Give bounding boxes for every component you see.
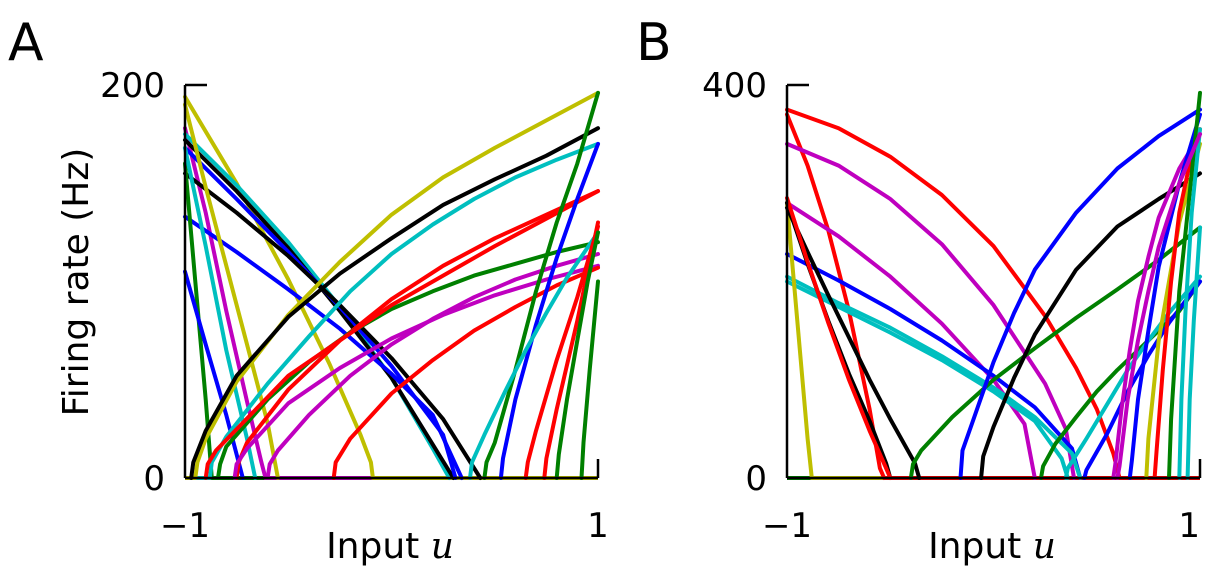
panel-a-series-line-27 — [579, 279, 600, 480]
panel-a-series-line-21 — [482, 90, 600, 480]
panel-a-x-axis-label-var: u — [431, 526, 454, 567]
panel-b-series-line-5 — [785, 252, 1083, 480]
panel-a-x-axis-label: Input u — [326, 526, 454, 567]
panel-a-series-line-25 — [542, 220, 600, 480]
panel-a-series-line-13 — [189, 126, 600, 480]
panel-b-series-line-4 — [785, 200, 1037, 480]
panel-a-y-axis-label: Firing rate (Hz) — [56, 148, 97, 417]
panel-b-series-line-7 — [785, 279, 1070, 480]
panel-a-label: A — [8, 13, 44, 73]
panel-b-series-line-1 — [785, 107, 1122, 480]
panel-a-series — [183, 90, 600, 480]
panel-a-series-line-12 — [193, 90, 600, 480]
panel-a-ytick-label-top: 200 — [100, 66, 165, 106]
panel-b-series-line-8 — [785, 200, 814, 480]
panel-b-series-line-22 — [1167, 90, 1202, 480]
panel-a-xtick-label-right: 1 — [587, 506, 609, 546]
panel-b-series-line-25 — [1115, 132, 1202, 480]
panel-b-xtick-label-left: −1 — [762, 506, 812, 546]
panel-b-series-line-14 — [979, 171, 1202, 480]
panel-b-label: B — [636, 13, 672, 73]
panel-a-series-line-19 — [331, 265, 600, 480]
panel-a-series-line-22 — [498, 141, 600, 480]
panel-b-series — [785, 90, 1202, 480]
panel-a-series-line-17 — [232, 263, 600, 480]
panel-b-series-line-6 — [785, 274, 1083, 480]
panel-a: A 200 0 −1 1 Firing rate (Hz) Input u — [8, 13, 609, 567]
panel-b-series-line-23 — [1177, 127, 1202, 480]
panel-a-series-line-23 — [468, 230, 600, 480]
panel-a-xtick-label-left: −1 — [160, 506, 210, 546]
panel-b-x-axis-label-var: u — [1033, 526, 1056, 567]
panel-a-series-line-9 — [183, 161, 214, 480]
panel-b-xtick-label-right: 1 — [1178, 506, 1200, 546]
panel-a-series-line-18 — [265, 252, 600, 480]
panel-a-series-line-26 — [554, 230, 600, 480]
panel-b-x-axis-label-text: Input — [928, 526, 1033, 567]
panel-a-series-line-4 — [183, 138, 456, 480]
panel-b-ytick-label-bottom: 0 — [745, 459, 767, 499]
panel-a-series-line-2 — [183, 126, 268, 480]
panel-a-ytick-label-bottom: 0 — [143, 459, 165, 499]
panel-b-series-line-16 — [1063, 274, 1202, 480]
panel-a-series-line-20 — [203, 189, 600, 480]
panel-a-series-line-10 — [183, 269, 245, 480]
panel-b-series-line-24 — [1185, 225, 1202, 480]
panel-b-series-line-20 — [1144, 141, 1202, 480]
panel-a-series-line-24 — [523, 224, 600, 480]
panel-b: B 400 0 −1 1 Input u — [636, 13, 1202, 567]
panel-b-series-line-13 — [958, 107, 1202, 480]
panel-b-series-line-10 — [785, 205, 922, 480]
panel-b-series-line-18 — [1111, 132, 1202, 480]
panel-b-series-line-12 — [908, 225, 1202, 480]
panel-b-series-line-11 — [785, 196, 893, 480]
panel-a-series-line-7 — [183, 214, 464, 480]
panel-b-ytick-label-top: 400 — [702, 66, 767, 106]
panel-b-series-line-3 — [785, 141, 1076, 480]
panel-b-x-axis-label: Input u — [928, 526, 1056, 567]
panel-a-x-axis-label-text: Input — [326, 526, 431, 567]
panel-a-series-line-11 — [183, 145, 258, 480]
panel-a-series-line-8 — [183, 102, 280, 480]
